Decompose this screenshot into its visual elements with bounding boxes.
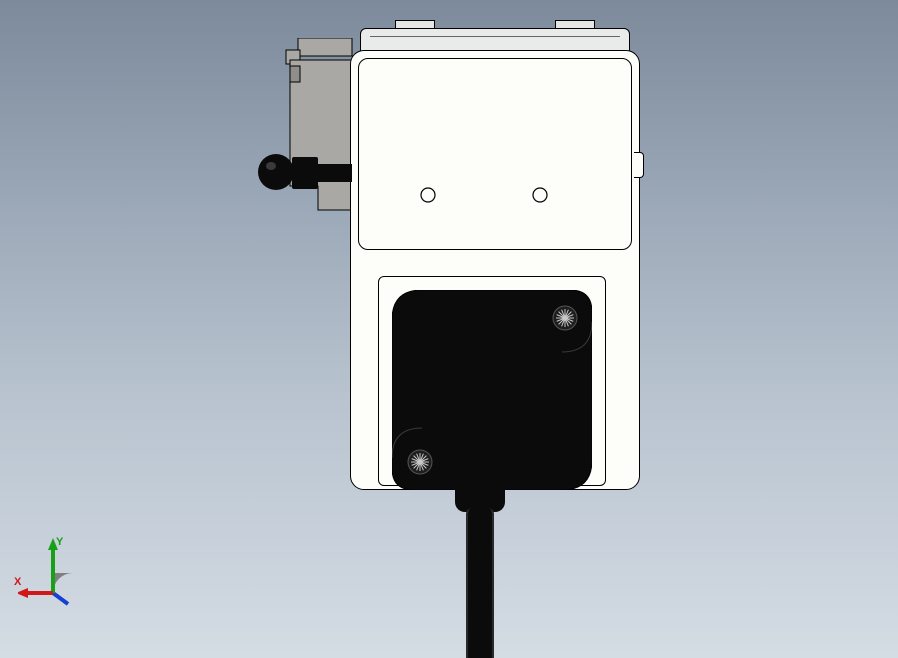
side-notch	[634, 152, 644, 178]
orientation-triad[interactable]: Y X	[18, 538, 88, 608]
sensor-block	[392, 290, 592, 490]
axis-y-label: Y	[56, 536, 63, 548]
axis-x-label: X	[14, 576, 21, 588]
hole-left	[420, 187, 436, 203]
knob-nut	[292, 157, 318, 189]
hole-right	[532, 187, 548, 203]
knob-ball	[257, 153, 295, 191]
knob-shaft	[318, 164, 352, 182]
cable	[466, 508, 494, 658]
upper-face-plate	[358, 58, 632, 250]
top-plate-inner	[370, 36, 620, 50]
cad-viewport[interactable]: Y X	[0, 0, 898, 658]
